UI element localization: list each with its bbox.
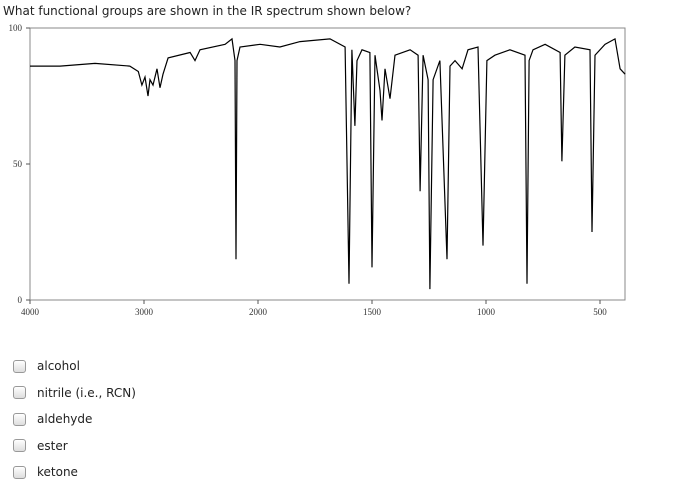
option-label[interactable]: alcohol: [37, 359, 80, 373]
question: What functional groups are shown in the …: [3, 4, 412, 18]
x-tick-label: 500: [593, 307, 607, 317]
y-tick-label: 0: [18, 295, 23, 305]
plot-frame: [29, 27, 626, 301]
x-tick-label: 2000: [249, 307, 268, 317]
chart: 0 50 100 4000 3000 2000 1500 1000 500: [9, 23, 626, 317]
checkbox[interactable]: [13, 439, 26, 452]
option-label[interactable]: ester: [37, 438, 68, 453]
x-tick-label: 1000: [477, 307, 496, 317]
option[interactable]: ketone: [13, 465, 78, 479]
y-tick-label: 100: [9, 23, 23, 33]
spectrum-line: [30, 37, 626, 290]
option-label[interactable]: aldehyde: [37, 412, 93, 426]
option[interactable]: nitrile (i.e., RCN): [13, 386, 136, 400]
checkbox[interactable]: [13, 465, 26, 479]
checkbox[interactable]: [13, 386, 26, 399]
option[interactable]: aldehyde: [13, 412, 92, 426]
option[interactable]: ester: [13, 439, 68, 453]
x-tick-label: 1500: [363, 307, 382, 317]
y-tick-label: 50: [13, 159, 23, 169]
checkbox[interactable]: [13, 412, 26, 426]
checkbox[interactable]: [13, 359, 26, 373]
option-label[interactable]: ketone: [37, 465, 78, 479]
x-tick-label: 3000: [135, 307, 154, 317]
option-label[interactable]: nitrile (i.e., RCN): [37, 385, 136, 400]
x-tick-label: 4000: [21, 307, 40, 317]
option[interactable]: alcohol: [13, 359, 80, 373]
